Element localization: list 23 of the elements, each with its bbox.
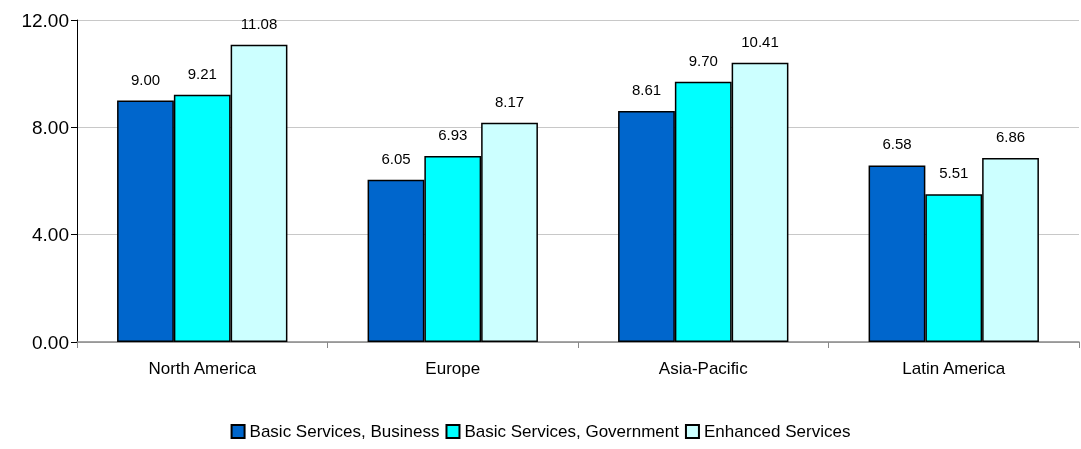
data-label: 9.70 <box>688 51 718 69</box>
x-tick-label: Latin America <box>902 359 1006 378</box>
y-tick-label: 8.00 <box>32 116 69 138</box>
y-tick-label: 12.00 <box>21 9 69 31</box>
y-tick-label: 4.00 <box>32 224 69 246</box>
data-label: 6.93 <box>438 126 468 144</box>
data-label: 6.86 <box>995 127 1026 145</box>
y-tick-label: 0.00 <box>32 331 69 353</box>
x-tick-label: Europe <box>425 359 481 378</box>
data-label: 9.21 <box>187 64 217 82</box>
data-label: 5.51 <box>939 164 969 182</box>
data-label: 10.41 <box>741 32 779 50</box>
x-tick-label: Asia-Pacific <box>658 359 749 378</box>
legend-label: Basic Services, Business <box>249 422 440 441</box>
data-label: 6.05 <box>381 149 411 167</box>
legend-label: Enhanced Services <box>703 422 851 441</box>
data-label: 11.08 <box>240 14 278 32</box>
data-label: 8.17 <box>494 92 525 110</box>
legend-label: Basic Services, Government <box>464 422 680 441</box>
x-tick-label: North America <box>148 359 257 378</box>
data-label: 6.58 <box>882 135 912 153</box>
data-label: 9.00 <box>130 70 161 88</box>
data-label: 8.61 <box>631 80 662 98</box>
